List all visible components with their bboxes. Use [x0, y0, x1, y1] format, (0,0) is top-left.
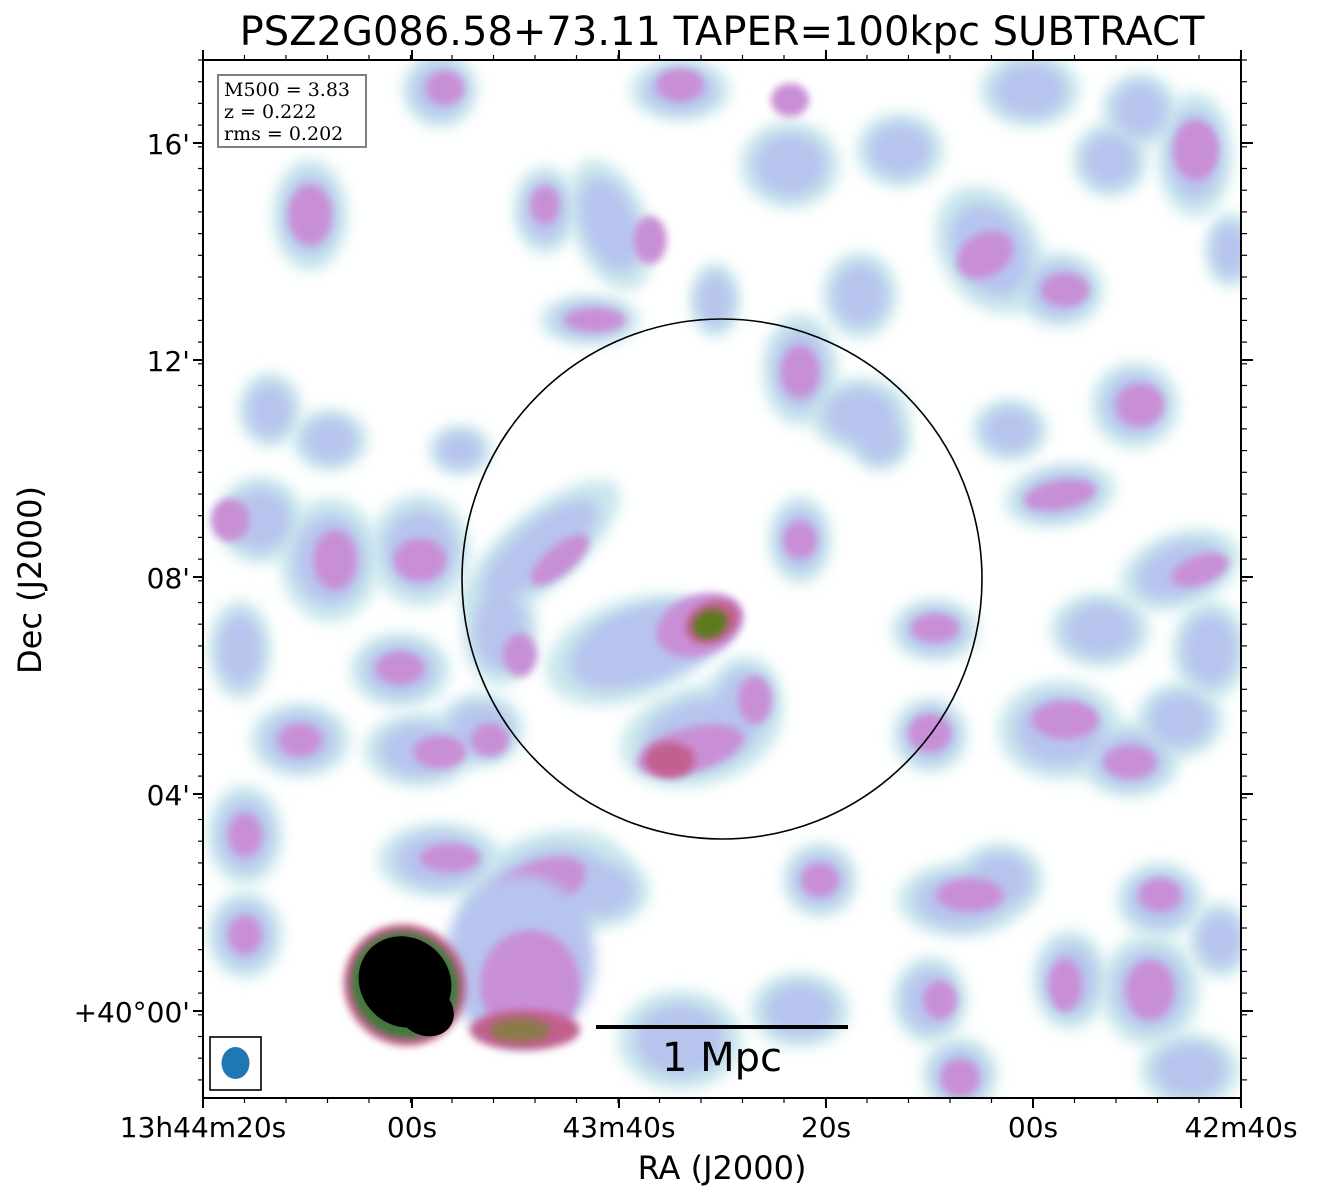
mid-emission	[393, 538, 447, 582]
mid-emission	[420, 843, 480, 873]
redshift-text: z = 0.222	[224, 101, 317, 123]
mid-emission	[1183, 126, 1217, 174]
mid-emission	[228, 813, 262, 857]
mid-emission	[228, 915, 262, 955]
low-emission	[994, 63, 1066, 117]
low-emission	[868, 123, 932, 177]
mid-emission	[530, 534, 590, 586]
mid-emission	[210, 498, 250, 542]
low-emission	[437, 432, 483, 468]
mid-emission	[1041, 273, 1089, 307]
y-tick-label: 08'	[147, 562, 190, 595]
low-emission	[482, 499, 598, 601]
mid-emission	[770, 83, 810, 117]
low-emission	[635, 1004, 725, 1076]
mid-emission	[738, 676, 772, 724]
y-tick-label: 12'	[147, 345, 190, 378]
mid-emission	[470, 723, 510, 757]
y-tick-label: +40°00'	[74, 996, 190, 1029]
m500-text: M500 = 3.83	[224, 79, 351, 101]
low-emission	[1183, 614, 1237, 686]
y-tick-label: 16'	[147, 128, 190, 161]
bright-source-core	[396, 983, 454, 1037]
low-emission	[857, 417, 903, 463]
mid-emission	[530, 185, 560, 225]
mid-emission	[1031, 700, 1099, 740]
mid-emission	[1024, 479, 1096, 511]
mid-emission	[313, 530, 357, 590]
mid-emission	[656, 68, 704, 102]
mid-emission	[633, 216, 667, 264]
mid-emission	[1103, 745, 1157, 779]
low-emission	[1083, 133, 1137, 187]
mid-emission	[936, 878, 1004, 912]
mid-emission	[1138, 878, 1182, 912]
central-emission-peak	[692, 609, 728, 639]
low-emission	[697, 273, 733, 327]
x-tick-label: 20s	[801, 1111, 851, 1144]
y-axis-label: Dec (J2000)	[11, 486, 49, 674]
mid-emission	[780, 345, 820, 399]
low-emission	[1212, 223, 1241, 277]
mid-emission	[376, 651, 424, 685]
low-emission	[1148, 693, 1212, 747]
scale-bar-label: 1 Mpc	[661, 1035, 783, 1081]
y-tick-label: 04'	[147, 779, 190, 812]
mid-emission	[1048, 958, 1082, 1012]
x-tick-label: 00s	[387, 1111, 437, 1144]
x-tick-label: 13h44m20s	[120, 1111, 287, 1144]
cluster-info-box: M500 = 3.83 z = 0.222 rms = 0.202	[217, 74, 367, 148]
mid-emission	[908, 713, 952, 753]
low-emission	[579, 177, 641, 273]
low-emission	[228, 488, 292, 552]
low-emission	[1064, 603, 1136, 657]
mid-emission	[800, 863, 840, 897]
r500-circle	[461, 318, 983, 840]
mid-emission	[288, 185, 332, 245]
low-emission	[764, 983, 836, 1037]
x-tick-label: 42m40s	[1184, 1111, 1297, 1144]
mid-emission	[413, 735, 467, 769]
axis-ticks	[193, 50, 1253, 1108]
x-axis-label: RA (J2000)	[637, 1149, 807, 1187]
southern-emission-core	[645, 742, 695, 778]
mid-emission	[783, 520, 817, 560]
beam-ellipse	[221, 1047, 250, 1079]
mid-emission	[565, 308, 625, 332]
plot-title: PSZ2G086.58+73.11 TAPER=100kpc SUBTRACT	[239, 9, 1205, 55]
mid-emission	[503, 633, 537, 677]
low-emission	[754, 133, 826, 197]
low-emission	[247, 383, 293, 437]
low-emission	[833, 263, 887, 327]
mid-emission	[425, 71, 465, 105]
low-emission	[1154, 1043, 1226, 1097]
low-emission	[217, 614, 263, 686]
mid-emission	[1171, 553, 1229, 587]
mid-emission	[1116, 383, 1164, 427]
mid-emission	[278, 723, 322, 757]
radio-emission-map	[207, 60, 1241, 1098]
extended-source-tail-core	[490, 1018, 550, 1042]
low-emission	[1113, 83, 1167, 137]
low-emission	[1197, 913, 1241, 967]
mid-emission	[940, 1058, 980, 1098]
mid-emission	[956, 231, 1014, 279]
x-tick-label: 00s	[1008, 1111, 1058, 1144]
low-emission	[983, 407, 1037, 453]
low-emission	[303, 417, 357, 463]
x-tick-label: 43m40s	[562, 1111, 675, 1144]
rms-text: rms = 0.202	[224, 123, 344, 145]
mid-emission	[923, 980, 957, 1020]
plot-frame	[202, 59, 1242, 1099]
mid-emission	[911, 613, 959, 643]
mid-emission	[1126, 960, 1174, 1020]
